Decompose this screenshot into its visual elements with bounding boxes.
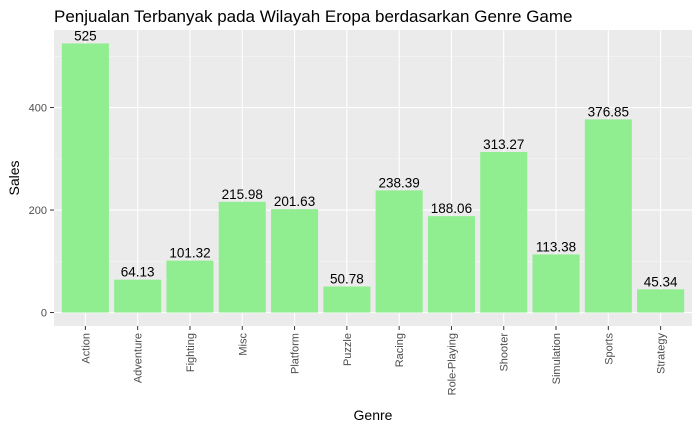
data-label-puzzle: 50.78 <box>330 272 364 287</box>
data-label-shooter: 313.27 <box>483 137 524 152</box>
data-label-strategy: 45.34 <box>644 274 678 289</box>
x-tick-label-misc: Misc <box>237 333 249 356</box>
x-tick-label-racing: Racing <box>394 333 406 367</box>
x-tick-label-adventure: Adventure <box>133 333 145 383</box>
bar-strategy <box>637 289 685 313</box>
y-tick-label: 400 <box>29 103 47 115</box>
bar-puzzle <box>323 286 371 313</box>
bar-fighting <box>166 260 214 313</box>
bar-simulation <box>532 254 580 313</box>
y-tick-label: 0 <box>41 308 47 320</box>
y-axis: 0 200 400 <box>29 103 54 320</box>
chart-title: Penjualan Terbanyak pada Wilayah Eropa b… <box>54 7 573 26</box>
x-tick-label-fighting: Fighting <box>185 333 197 372</box>
y-tick-label: 200 <box>29 205 47 217</box>
data-label-action: 525 <box>74 28 97 43</box>
bars <box>61 43 685 313</box>
x-tick-label-shooter: Shooter <box>499 333 511 372</box>
x-tick-label-platform: Platform <box>290 333 302 374</box>
data-label-racing: 238.39 <box>378 175 419 190</box>
data-label-simulation: 113.38 <box>536 239 576 254</box>
data-label-fighting: 101.32 <box>169 246 210 261</box>
bar-platform <box>271 209 319 313</box>
data-label-platform: 201.63 <box>274 194 315 209</box>
bar-role-playing <box>427 216 475 313</box>
data-label-adventure: 64.13 <box>121 265 155 280</box>
bar-shooter <box>480 151 528 313</box>
bar-misc <box>218 201 266 313</box>
bar-sports <box>584 119 632 313</box>
bar-racing <box>375 190 423 313</box>
data-label-sports: 376.85 <box>588 104 629 119</box>
data-label-role-playing: 188.06 <box>431 201 472 216</box>
x-tick-label-strategy: Strategy <box>656 333 668 374</box>
data-label-misc: 215.98 <box>222 187 263 202</box>
x-tick-label-simulation: Simulation <box>551 333 563 384</box>
x-tick-label-role-playing: Role-Playing <box>446 333 458 395</box>
x-tick-label-sports: Sports <box>603 333 615 365</box>
bar-adventure <box>114 279 162 313</box>
x-axis: Action Adventure Fighting Misc Platform Puzzl… <box>80 326 668 395</box>
y-axis-title: Sales <box>6 160 22 195</box>
data-labels: 525 64.13 101.32 215.98 201.63 50.78 238.39 188… <box>74 28 678 289</box>
x-tick-label-puzzle: Puzzle <box>342 333 354 366</box>
x-tick-label-action: Action <box>80 333 92 364</box>
x-axis-title: Genre <box>354 407 393 423</box>
bar-action <box>61 43 109 313</box>
